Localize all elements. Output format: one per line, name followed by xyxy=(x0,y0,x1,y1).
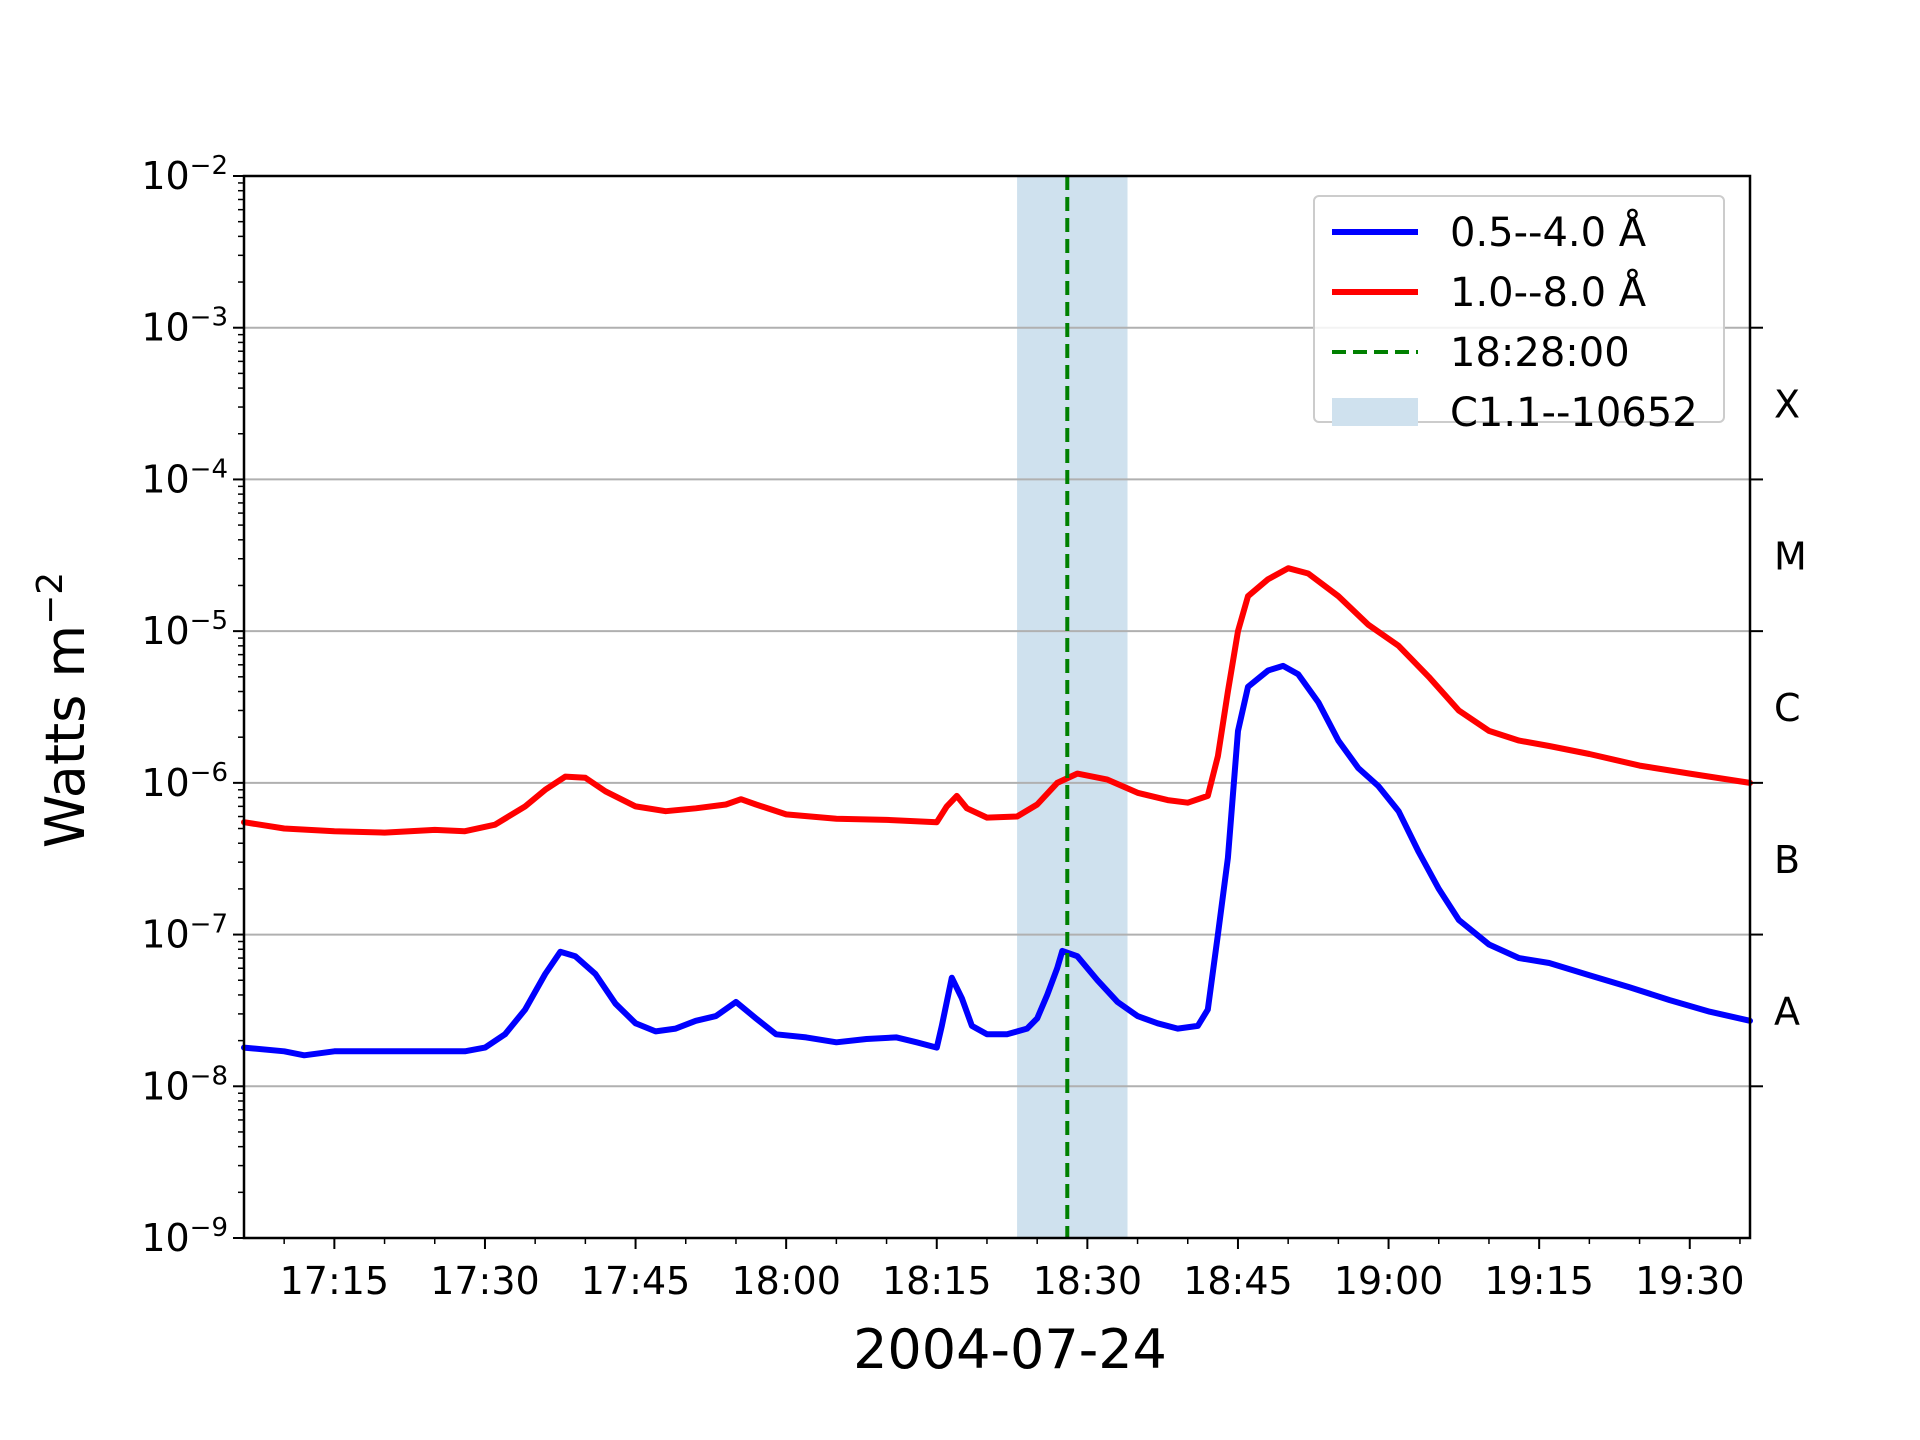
legend-label: 18:28:00 xyxy=(1450,330,1630,376)
legend-label: 1.0--8.0 Å xyxy=(1450,268,1647,316)
legend-box xyxy=(1313,195,1725,423)
y-tick-label: 10−3 xyxy=(141,303,228,350)
y-axis-label-base: Watts m xyxy=(34,625,97,848)
x-tick-label: 17:30 xyxy=(430,1259,540,1303)
y-axis-label-sup: −2 xyxy=(30,572,71,625)
legend: 0.5--4.0 Å 1.0--8.0 Å 18:28:00 C1.1--10652 xyxy=(1313,195,1725,436)
series-layer xyxy=(241,565,1753,1059)
flare-span-layer xyxy=(1017,176,1128,1238)
y-tick-label: 10−2 xyxy=(141,151,228,198)
x-axis-label: 2004-07-24 xyxy=(853,1318,1167,1381)
x-tick-label: 19:30 xyxy=(1635,1259,1745,1303)
legend-label: C1.1--10652 xyxy=(1450,390,1698,436)
flare-class-label: C xyxy=(1774,686,1801,730)
y-tick-label: 10−6 xyxy=(141,758,228,805)
y-axis-label: Watts m−2 xyxy=(30,572,97,848)
flare-span xyxy=(1017,176,1128,1238)
legend-patch-swatch xyxy=(1332,398,1418,426)
x-tick-label: 17:45 xyxy=(581,1259,691,1303)
y-tick-label: 10−8 xyxy=(141,1061,228,1108)
x-tick-label: 18:00 xyxy=(731,1259,841,1303)
x-tick-label: 18:30 xyxy=(1033,1259,1143,1303)
x-tick-label: 19:15 xyxy=(1484,1259,1594,1303)
series-line-0 xyxy=(241,662,1753,1059)
y-tick-label: 10−9 xyxy=(141,1213,228,1260)
flare-class-label: A xyxy=(1774,989,1800,1033)
series-line-1 xyxy=(241,565,1753,836)
y-tick-label: 10−5 xyxy=(141,606,228,653)
flare-class-label: X xyxy=(1774,383,1800,427)
y-tick-label: 10−4 xyxy=(141,454,228,501)
axes-layer: 10−9 10−8 10−7 10−6 10−5 10−4 10−3 10−2 17:15 17:… xyxy=(141,151,1806,1303)
y-tick-label: 10−7 xyxy=(141,910,228,957)
x-tick-label: 19:00 xyxy=(1334,1259,1444,1303)
legend-label: 0.5--4.0 Å xyxy=(1450,208,1647,256)
x-tick-label: 17:15 xyxy=(280,1259,390,1303)
flare-class-label: B xyxy=(1774,838,1800,882)
x-tick-label: 18:15 xyxy=(882,1259,992,1303)
x-tick-label: 18:45 xyxy=(1183,1259,1293,1303)
plot-frame xyxy=(242,174,1752,1240)
flare-class-label: M xyxy=(1774,534,1807,578)
